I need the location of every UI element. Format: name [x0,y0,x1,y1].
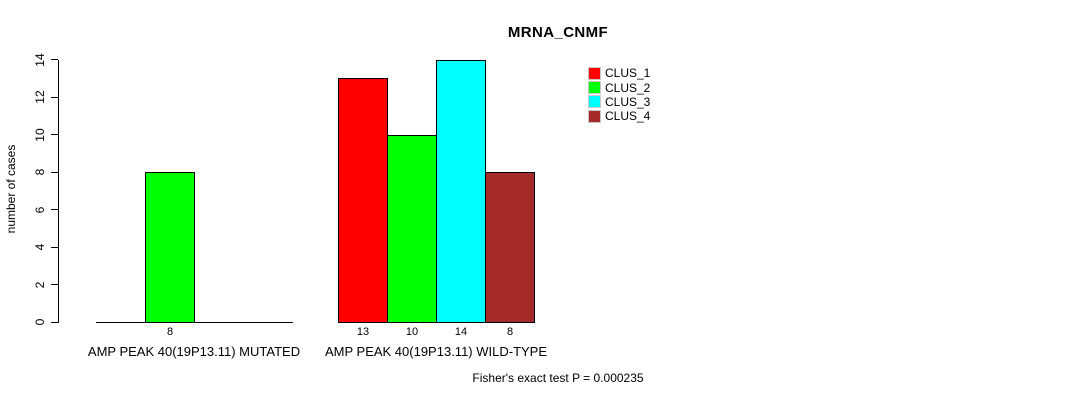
y-axis-tick [51,96,58,98]
bar-clus_2 [387,134,437,323]
y-axis-tick [51,246,58,248]
category-label: AMP PEAK 40(19P13.11) MUTATED [87,344,301,359]
legend-label: CLUS_4 [605,109,651,124]
y-axis-tick [51,59,58,60]
y-axis-tick-label: 10 [33,127,47,142]
y-axis-tick [51,171,58,173]
bar-clus_2 [145,172,195,323]
y-axis-tick [51,284,58,285]
y-axis-tick-label: 12 [33,90,47,104]
chart-title: MRNA_CNMF [507,24,609,41]
y-axis-tick-label: 14 [33,52,47,67]
y-axis-tick-label: 8 [33,168,47,176]
y-axis-line [58,59,59,323]
legend: CLUS_1 CLUS_2 CLUS_3 CLUS_4 [588,66,650,124]
legend-item: CLUS_3 [588,95,650,109]
y-axis-tick-label: 2 [33,281,47,288]
y-axis-tick [51,134,58,135]
bar-clus_1 [338,78,388,323]
bar-value-label: 8 [506,325,514,338]
category-label: AMP PEAK 40(19P13.11) WILD-TYPE [324,344,548,359]
y-axis-tick [51,209,58,210]
y-axis-tick [51,321,58,323]
legend-swatch-clus_3 [588,95,601,109]
legend-item: CLUS_2 [588,80,651,95]
y-axis-tick-label: 0 [33,318,47,326]
legend-swatch-clus_4 [588,109,601,123]
fisher-test-annotation: Fisher's exact test P = 0.000235 [472,371,644,385]
bar-value-label: 14 [454,325,468,338]
bar-clus_3 [436,59,486,323]
legend-swatch-clus_2 [588,81,601,95]
bar-clus_4 [485,172,535,323]
legend-label: CLUS_2 [605,80,651,95]
legend-swatch-clus_1 [588,66,601,80]
legend-label: CLUS_3 [605,94,651,109]
legend-label: CLUS_1 [605,66,651,81]
legend-item: CLUS_1 [588,66,650,80]
bar-value-label: 8 [166,325,174,338]
bar-value-label: 13 [356,325,370,338]
legend-item: CLUS_4 [588,109,650,123]
y-axis-tick-label: 4 [33,243,47,251]
bar-value-label: 10 [405,325,419,338]
y-axis-tick-label: 6 [33,206,47,213]
